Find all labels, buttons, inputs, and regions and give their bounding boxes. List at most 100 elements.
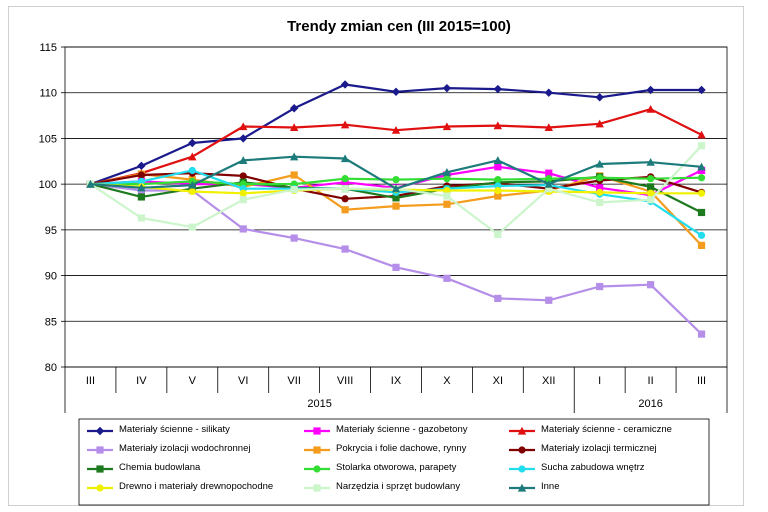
data-point	[596, 184, 604, 192]
data-point	[545, 296, 553, 304]
data-point	[239, 196, 247, 204]
x-tick-label: XII	[542, 375, 555, 387]
data-point	[188, 166, 196, 175]
data-point	[290, 234, 298, 242]
data-point	[340, 80, 350, 89]
legend-item: Materiały ścienne - silikaty	[119, 424, 230, 435]
x-tick-label: IX	[391, 375, 402, 387]
data-point	[239, 134, 248, 143]
y-tick-label: 85	[45, 316, 57, 328]
data-point	[239, 172, 247, 180]
data-point	[392, 263, 400, 271]
data-point	[442, 83, 452, 93]
data-point	[239, 189, 247, 197]
data-point	[341, 245, 349, 253]
data-point	[697, 130, 706, 139]
y-tick-label: 115	[39, 42, 57, 54]
data-point	[137, 171, 145, 179]
data-point	[494, 230, 502, 239]
data-point	[697, 330, 706, 338]
data-point	[697, 85, 706, 95]
legend-item: Materiały ścienne - ceramiczne	[541, 424, 672, 435]
legend-item: Stolarka otworowa, parapety	[336, 462, 457, 473]
data-point	[443, 186, 451, 195]
data-point	[595, 93, 604, 102]
legend-item: Drewno i materiały drewnopochodne	[119, 481, 274, 492]
series-line	[90, 83, 702, 186]
x-tick-label: VIII	[337, 375, 354, 387]
x-tick-label: III	[697, 375, 706, 387]
data-point	[647, 183, 655, 191]
y-tick-label: 90	[45, 271, 57, 283]
data-point	[493, 156, 503, 164]
y-tick-label: 110	[39, 88, 57, 100]
data-point	[391, 126, 401, 134]
data-point	[544, 179, 553, 188]
data-point	[137, 183, 146, 192]
legend-swatch-marker	[518, 446, 526, 454]
legend-item: Pokrycia i folie dachowe, rynny	[336, 443, 467, 454]
data-point	[697, 162, 706, 171]
data-point	[340, 120, 350, 129]
legend-item: Materiały izolacji wodochronnej	[119, 443, 251, 454]
legend-swatch-marker	[313, 446, 321, 454]
data-point	[442, 168, 452, 176]
y-tick-label: 100	[39, 179, 57, 191]
data-point	[137, 161, 146, 171]
data-point	[595, 159, 604, 168]
data-point	[697, 166, 706, 175]
data-point	[494, 186, 502, 195]
data-point	[545, 185, 553, 193]
data-point	[646, 104, 655, 113]
x-tick-label: VII	[287, 375, 300, 387]
series-12	[86, 152, 706, 193]
legend-box	[78, 418, 710, 506]
data-point	[392, 202, 400, 210]
data-point	[289, 104, 299, 113]
data-point	[443, 200, 451, 208]
data-point	[544, 123, 553, 132]
data-point	[443, 274, 451, 282]
data-point	[392, 175, 400, 184]
data-point	[443, 175, 451, 183]
series-1	[86, 80, 706, 189]
data-point	[595, 119, 604, 128]
data-point	[340, 154, 350, 163]
data-point	[647, 175, 655, 183]
data-point	[493, 84, 503, 94]
legend-item: Narzędzia i sprzęt budowlany	[336, 481, 461, 492]
legend-border	[78, 418, 710, 506]
x-tick-label: XI	[493, 375, 503, 387]
year-group-label: 2015	[307, 398, 331, 410]
data-point	[290, 171, 298, 179]
data-point	[137, 214, 145, 222]
legend-swatch-marker	[518, 465, 526, 473]
legend-item: Materiały izolacji termicznej	[541, 443, 657, 454]
data-point	[239, 225, 247, 233]
data-point	[289, 123, 299, 132]
x-tick-label: V	[189, 375, 197, 387]
x-tick-label: IV	[136, 375, 147, 387]
data-point	[188, 187, 196, 196]
data-point	[545, 175, 553, 183]
year-group-label: 2016	[638, 398, 662, 410]
legend-item: Inne	[541, 481, 560, 492]
legend-item: Sucha zabudowa wnętrz	[541, 462, 645, 473]
data-point	[697, 241, 706, 249]
data-point	[697, 208, 706, 217]
x-tick-label: I	[598, 375, 601, 387]
data-point	[341, 178, 349, 186]
data-point	[494, 175, 502, 184]
line-chart: Trendy zmian cen (III 2015=100) 80 85 90 95…	[39, 18, 728, 506]
data-point	[697, 174, 706, 182]
data-point	[646, 85, 655, 95]
data-point	[647, 189, 655, 197]
legend-item: Chemia budowlana	[119, 462, 201, 473]
data-point	[290, 186, 298, 194]
x-tick-label: III	[86, 375, 95, 387]
data-point	[188, 223, 196, 231]
data-point	[443, 192, 451, 200]
plot-border	[64, 46, 728, 368]
data-point	[188, 138, 197, 148]
data-point	[341, 195, 349, 203]
